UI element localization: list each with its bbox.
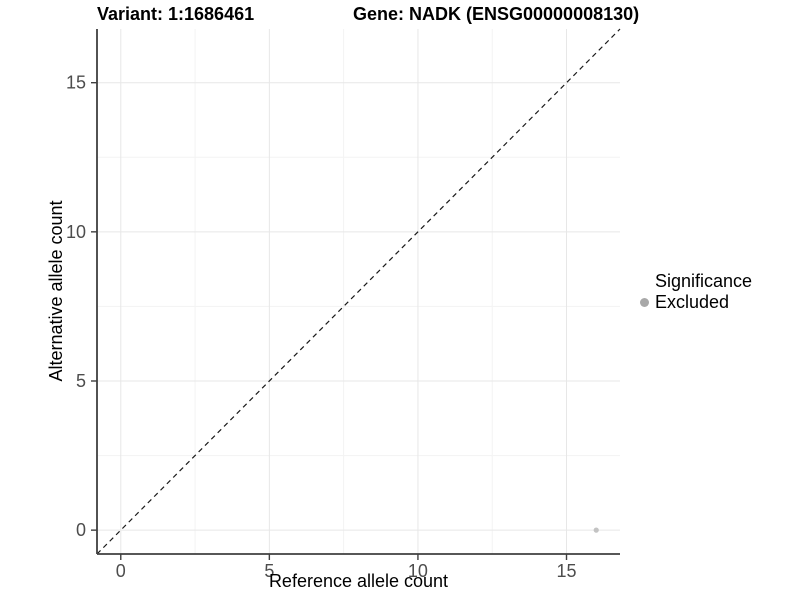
x-tick-label: 10 — [408, 561, 428, 581]
data-points — [593, 527, 599, 533]
diagonal-reference-line — [96, 28, 621, 555]
x-tick-label: 5 — [264, 561, 274, 581]
x-tick-label: 15 — [556, 561, 576, 581]
x-axis-title: Reference allele count — [268, 571, 449, 591]
y-tick-label: 15 — [66, 73, 86, 93]
y-axis-ticks: 0 5 10 15 — [66, 73, 97, 540]
gene-title: Gene: NADK (ENSG00000008130) — [353, 4, 640, 24]
minor-gridlines — [97, 29, 620, 554]
variant-title: Variant: 1:1686461 — [97, 4, 255, 24]
x-tick-label: 0 — [116, 561, 126, 581]
data-point — [593, 527, 599, 533]
major-gridlines — [97, 29, 620, 554]
legend: Significance Excluded — [640, 271, 752, 313]
legend-point-icon — [640, 298, 649, 307]
x-axis-ticks: 0 5 10 15 — [116, 554, 577, 581]
y-tick-label: 0 — [76, 520, 86, 540]
y-axis-title: Alternative allele count — [46, 200, 66, 382]
legend-item-excluded: Excluded — [640, 292, 752, 313]
legend-title: Significance — [655, 271, 753, 291]
legend-item-label: Excluded — [655, 292, 730, 312]
y-tick-label: 10 — [66, 222, 86, 242]
y-tick-label: 5 — [76, 371, 86, 391]
